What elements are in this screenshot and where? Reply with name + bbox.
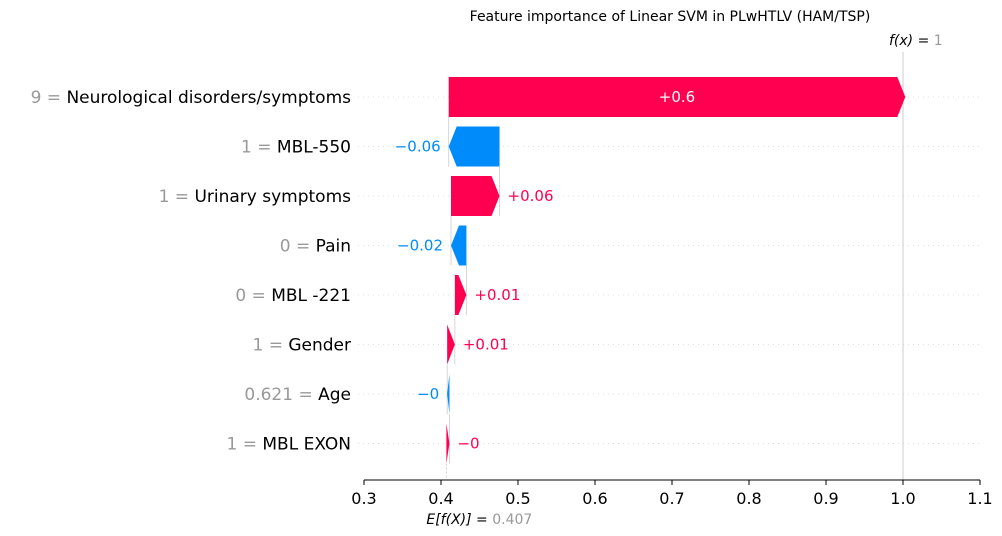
feature-value: 1 = [159, 187, 195, 207]
feature-value: 0 = [280, 237, 316, 257]
bar-value-label: −0.06 [395, 138, 441, 156]
x-tick-label: 1.0 [890, 489, 915, 508]
feature-name: Age [318, 385, 351, 405]
feature-name: Urinary symptoms [194, 187, 351, 207]
base-value-annotation: E[f(X)] = 0.407 [426, 512, 532, 528]
feature-value: 1 = [227, 435, 263, 455]
output-label: f(x) = [889, 33, 934, 49]
feature-value: 1 = [252, 336, 288, 356]
value-guides [445, 52, 904, 480]
bar-value-label: +0.01 [463, 336, 509, 354]
x-tick-label: 0.7 [659, 489, 684, 508]
feature-label: 1 = Gender [252, 336, 351, 356]
feature-value: 0 = [235, 286, 271, 306]
x-axis: 0.3 0.4 0.5 0.6 0.7 0.8 0.9 1.0 1.1 [351, 479, 993, 508]
x-tick-label: 0.4 [428, 489, 453, 508]
feature-label: 9 = Neurological disorders/symptoms [31, 88, 352, 108]
feature-label: 0.621 = Age [244, 385, 351, 405]
x-tick-label: 1.1 [967, 489, 992, 508]
bar-value-label: +0.01 [474, 286, 520, 304]
bar-negative [448, 126, 500, 167]
feature-label: 0 = MBL -221 [235, 286, 351, 306]
feature-value: 9 = [31, 88, 67, 108]
feature-name: MBL EXON [262, 435, 351, 455]
bar-value-label: +0.6 [659, 88, 695, 106]
bar-positive [454, 275, 467, 315]
base-value: 0.407 [492, 512, 532, 528]
feature-name: MBL-550 [277, 138, 351, 158]
feature-label: 1 = Urinary symptoms [159, 187, 352, 207]
bar-value-label: −0.02 [397, 237, 443, 255]
feature-label: 1 = MBL EXON [227, 435, 351, 455]
bar-positive [447, 324, 455, 365]
x-tick-label: 0.5 [505, 489, 530, 508]
feature-value: 1 = [241, 138, 277, 158]
chart-title: Feature importance of Linear SVM in PLwH… [470, 9, 871, 25]
x-tick-label: 0.8 [736, 489, 761, 508]
x-tick-label: 0.6 [582, 489, 607, 508]
bar-positive [448, 77, 906, 117]
feature-label: 1 = MBL-550 [241, 138, 351, 158]
x-tick-label: 0.9 [813, 489, 838, 508]
bar-value-label: −0 [417, 385, 439, 403]
bar-value-label: −0 [457, 435, 479, 453]
bar-value-label: +0.06 [508, 187, 554, 205]
x-tick-label: 0.3 [351, 489, 376, 508]
feature-name: MBL -221 [271, 286, 351, 306]
output-value-annotation: f(x) = 1 [889, 33, 943, 49]
feature-name: Gender [288, 336, 351, 356]
feature-name: Pain [316, 237, 351, 257]
bar-positive [451, 176, 500, 216]
output-value: 1 [934, 33, 943, 49]
feature-value: 0.621 = [244, 385, 318, 405]
feature-label: 0 = Pain [280, 237, 351, 257]
bars: +0.6 −0.06 +0.06 −0.02 +0.01 +0.01 −0 −0 [395, 77, 906, 464]
bar-negative [447, 374, 450, 414]
bar-positive [446, 423, 450, 464]
bar-negative [451, 225, 467, 266]
feature-name: Neurological disorders/symptoms [66, 88, 351, 108]
annotations: E[f(X)] = 0.407 f(x) = 1 [426, 33, 942, 528]
base-label: E[f(X)] = [426, 512, 492, 528]
feature-labels: 9 = Neurological disorders/symptoms 1 = M… [31, 88, 352, 455]
